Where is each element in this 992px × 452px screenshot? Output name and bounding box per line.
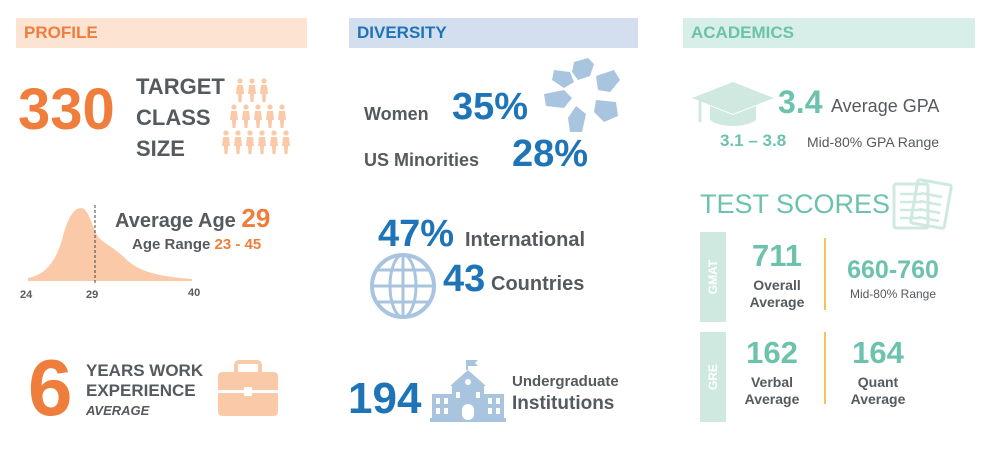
institutions-label: Undergraduate Institutions [512,373,619,415]
gre-quant-label2: Average [850,391,906,407]
class-size-label-line2: CLASS [136,105,211,130]
gre-quant-value: 164 [852,335,904,370]
class-size-label: TARGET CLASS SIZE [136,71,225,164]
minorities-label: US Minorities [364,150,480,170]
average-age-label: Average Age [115,210,236,232]
international-label: International [465,229,586,251]
age-range: Age Range 23 - 45 [132,236,261,253]
gre-tag-label: GRE [706,363,720,391]
gpa-range-label: Mid-80% GPA Range [807,134,940,150]
age-range-value: 23 - 45 [214,236,262,253]
institutions-line1: Undergraduate [512,373,619,390]
gre-verbal-label2: Average [744,391,800,407]
average-age-value: 29 [241,203,271,233]
hands-together-icon [544,58,620,132]
gre-quant-label: Quant Average [838,374,918,408]
gmat-overall-label1: Overall [753,277,801,293]
age-distribution-chart [28,205,192,285]
diversity-header: DIVERSITY [349,18,638,48]
women-label: Women [364,104,429,124]
gmat-divider [824,238,826,310]
gmat-range-label: Mid-80% Range [849,287,937,301]
gpa-value: 3.4 [778,84,823,120]
work-experience-line1: YEARS WORK [86,361,204,380]
average-age: Average Age 29 [115,203,270,234]
gpa-label: Average GPA [831,96,940,116]
gmat-tag-label: GMAT [706,259,720,295]
class-size-value: 330 [18,77,115,142]
test-scores-title: TEST SCORES [700,189,891,219]
test-sheet-icon [892,178,953,230]
age-tick-29: 29 [86,289,99,301]
institutions-line2: Institutions [512,393,615,414]
briefcase-icon [218,360,278,416]
school-building-icon [430,360,506,422]
women-value: 35% [452,86,529,128]
gmat-tag: GMAT [700,232,726,322]
work-experience-line2: EXPERIENCE [86,381,196,400]
work-experience-label: YEARS WORK EXPERIENCE AVERAGE [86,361,203,421]
gmat-range-value: 660-760 [847,256,939,284]
age-tick-40: 40 [188,287,201,299]
age-tick-24: 24 [20,289,33,301]
class-size-label-line3: SIZE [136,136,185,161]
gre-quant-label1: Quant [857,374,899,390]
gmat-overall-label2: Average [749,294,805,310]
gre-verbal-value: 162 [746,335,798,370]
globe-icon [370,253,436,319]
gpa-range-value: 3.1 – 3.8 [720,131,787,150]
gmat-overall-label: Overall Average [737,277,817,311]
work-experience-line3: AVERAGE [86,403,150,418]
profile-header: PROFILE [16,18,307,48]
countries-value: 43 [443,258,486,300]
class-size-label-line1: TARGET [136,74,225,99]
gmat-overall-value: 711 [751,238,802,273]
gre-verbal-label1: Verbal [750,374,794,390]
international-value: 47% [378,213,455,255]
graduation-cap-icon [692,82,774,126]
institutions-value: 194 [348,374,422,423]
gre-tag: GRE [700,332,726,422]
people-icon [222,78,290,154]
age-range-label: Age Range [132,236,211,253]
minorities-value: 28% [512,133,589,175]
gre-divider [824,332,826,404]
gre-verbal-label: Verbal Average [732,374,812,408]
academics-header: ACADEMICS [683,18,975,48]
countries-label: Countries [491,273,585,295]
work-experience-value: 6 [28,343,73,432]
